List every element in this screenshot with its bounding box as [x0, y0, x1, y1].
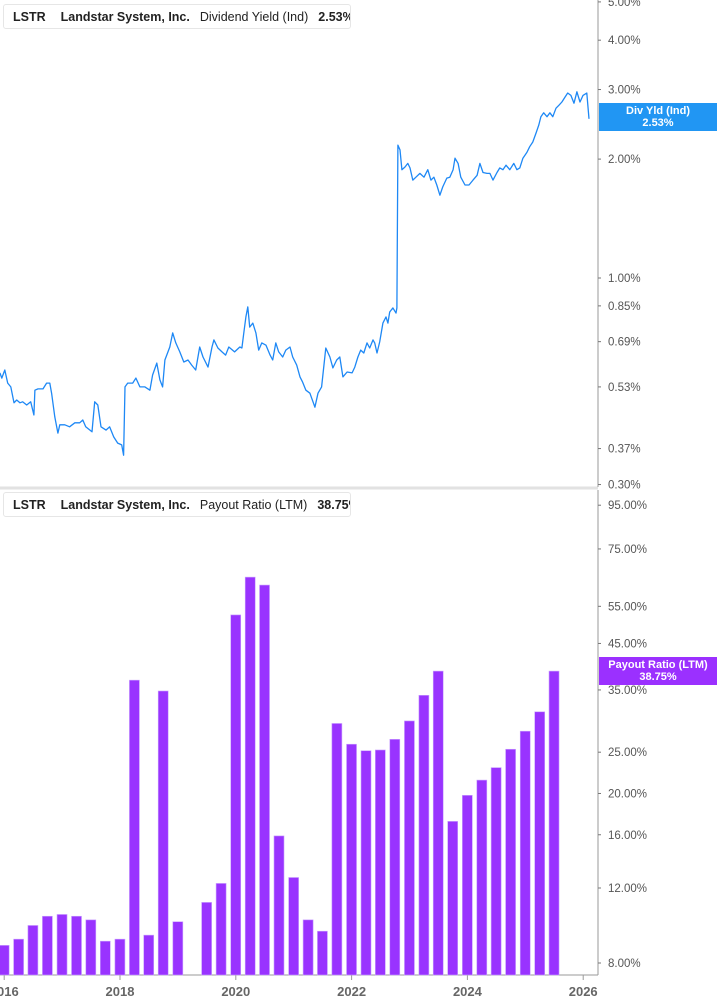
y-tick-label: 75.00%	[608, 544, 647, 556]
legend-metric: Dividend Yield (Ind)	[199, 9, 309, 24]
y-tick-label: 45.00%	[608, 638, 647, 650]
top-legend: LSTR Landstar System, Inc. Dividend Yiel…	[3, 4, 351, 29]
y-tick-label: 25.00%	[608, 747, 647, 759]
y-tick-label: 55.00%	[608, 601, 647, 613]
tag-value: 38.75%	[639, 671, 677, 683]
bottom-legend: LSTR Landstar System, Inc. Payout Ratio …	[3, 492, 351, 517]
payout-bar	[42, 915, 53, 976]
payout-bar	[100, 940, 111, 976]
y-tick-label: 0.30%	[608, 480, 641, 492]
x-tick-label: 2016	[0, 984, 19, 999]
payout-bar	[13, 938, 24, 976]
payout-bar	[0, 945, 10, 976]
dividend-yield-line	[0, 91, 590, 456]
payout-bar	[129, 679, 140, 976]
payout-bar	[317, 930, 328, 976]
payout-bar	[215, 883, 227, 976]
legend-metric: Payout Ratio (LTM)	[199, 497, 308, 512]
payout-bar	[273, 835, 285, 976]
payout-bar	[447, 821, 459, 976]
payout-bar	[331, 723, 343, 976]
x-tick-label: 2018	[106, 984, 135, 999]
tag-label: Payout Ratio (LTM)	[608, 659, 708, 671]
legend-ticker: LSTR	[13, 9, 46, 24]
payout-bar	[56, 914, 68, 976]
y-tick-label: 2.00%	[608, 154, 641, 166]
y-tick-label: 0.85%	[608, 301, 641, 313]
x-tick-label: 2022	[337, 984, 366, 999]
y-tick-label: 35.00%	[608, 685, 647, 697]
payout-bar	[462, 795, 473, 976]
payout-bar	[389, 739, 401, 976]
legend-company: Landstar System, Inc.	[60, 497, 190, 512]
payout-bar	[302, 919, 314, 976]
legend-value: 38.75%	[317, 497, 350, 512]
payout-bar	[375, 749, 386, 976]
payout-bar	[201, 902, 212, 976]
payout-bar	[360, 750, 372, 976]
payout-bar	[27, 925, 39, 976]
payout-bars	[0, 576, 560, 976]
y-tick-label: 95.00%	[608, 500, 647, 512]
payout-bar	[519, 730, 531, 976]
payout-bar	[346, 743, 357, 976]
y-tick-label: 8.00%	[608, 958, 641, 970]
payout-bar	[534, 711, 546, 976]
x-tick-label: 2024	[453, 984, 483, 999]
payout-bar	[143, 934, 155, 976]
payout-bar	[404, 720, 415, 976]
y-tick-label: 1.00%	[608, 273, 641, 285]
legend-ticker: LSTR	[13, 497, 46, 512]
payout-bar	[157, 690, 169, 976]
y-tick-label: 0.53%	[608, 382, 641, 394]
y-tick-label: 3.00%	[608, 85, 641, 97]
payout-bar	[418, 695, 430, 976]
payout-bar	[114, 938, 126, 976]
payout-bar	[71, 915, 82, 976]
payout-bar	[259, 584, 270, 976]
y-tick-label: 5.00%	[608, 0, 641, 9]
payout-bar	[230, 614, 242, 976]
tag-label: Div Yld (Ind)	[626, 105, 690, 117]
payout-ratio-price-tag: Payout Ratio (LTM) 38.75%	[599, 657, 717, 685]
payout-bar	[432, 670, 444, 976]
legend-value: 2.53%	[318, 9, 351, 24]
payout-bar	[490, 767, 502, 976]
x-axis: 2016 2018 2020 2022 2024 2026	[0, 975, 598, 999]
x-tick-label: 2026	[569, 984, 598, 999]
y-tick-label: 0.69%	[608, 337, 641, 349]
payout-bar	[476, 779, 488, 976]
payout-bar	[288, 877, 299, 976]
y-tick-label: 4.00%	[608, 35, 641, 47]
payout-bar	[505, 748, 516, 976]
payout-bar	[548, 670, 560, 976]
legend-company: Landstar System, Inc.	[60, 9, 190, 24]
bottom-y-axis: 95.00% 75.00% 55.00% 45.00% 35.00% 25.00% 20.0…	[598, 500, 647, 970]
tag-value: 2.53%	[642, 117, 674, 129]
payout-bar	[85, 919, 97, 976]
y-tick-label: 16.00%	[608, 830, 647, 842]
x-tick-label: 2020	[221, 984, 250, 999]
top-y-axis: 5.00% 4.00% 3.00% 2.00% 1.00% 0.85% 0.69% 0.53%…	[598, 0, 641, 492]
y-tick-label: 0.37%	[608, 444, 641, 456]
dividend-yield-price-tag: Div Yld (Ind) 2.53%	[599, 103, 717, 131]
payout-bar	[244, 576, 256, 976]
y-tick-label: 12.00%	[608, 883, 647, 895]
y-tick-label: 20.00%	[608, 788, 647, 800]
payout-bar	[172, 921, 184, 976]
